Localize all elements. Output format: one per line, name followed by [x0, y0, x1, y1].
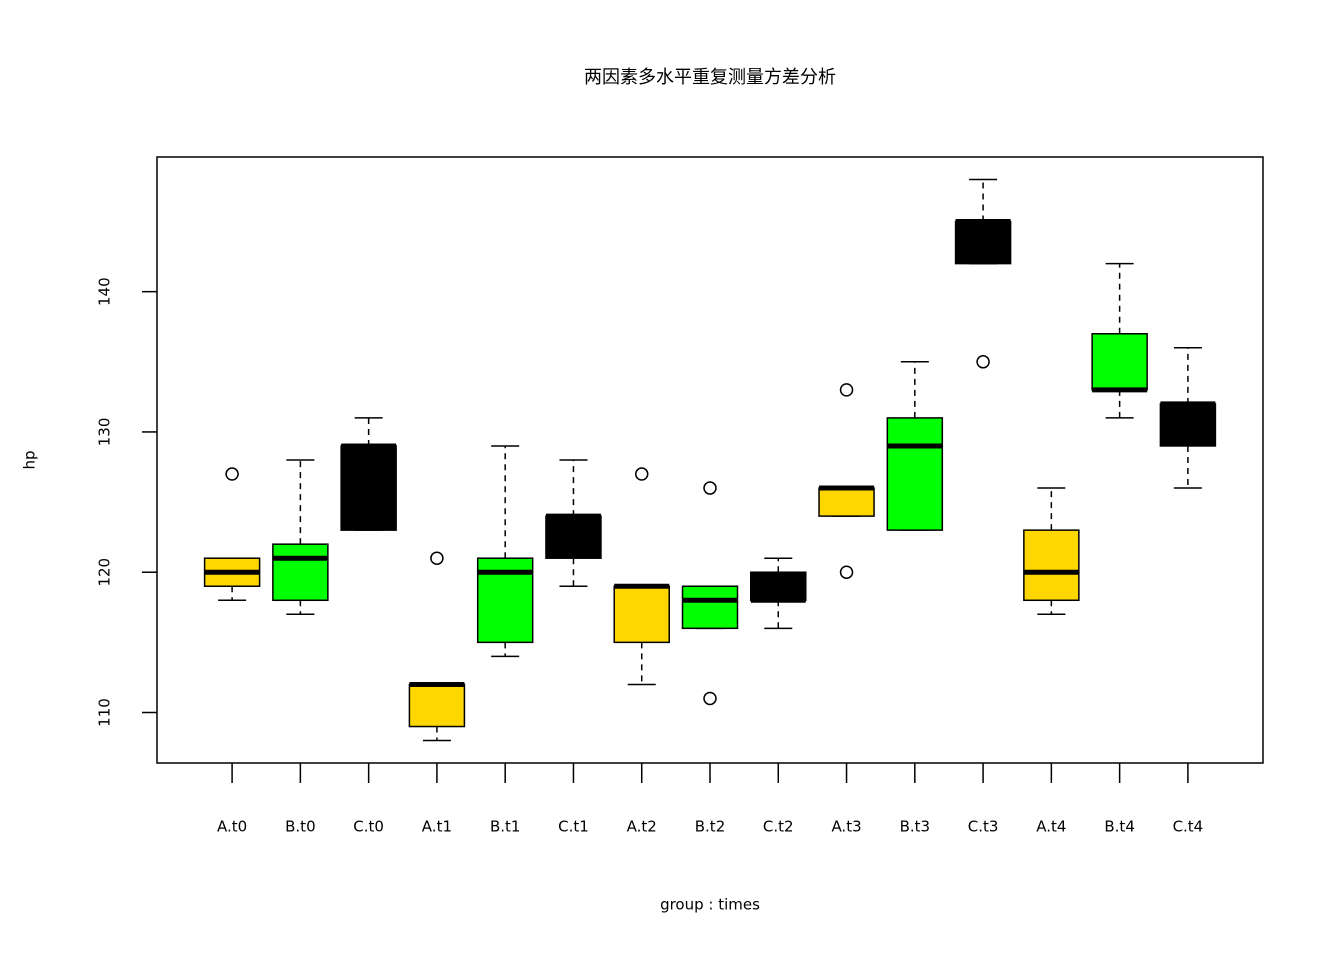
x-tick-label: A.t1	[422, 818, 452, 836]
outlier	[634, 467, 649, 481]
y-axis-label: hp	[21, 450, 39, 469]
y-tick-label: 110	[96, 698, 114, 727]
x-tick-label: A.t3	[831, 818, 861, 836]
outlier	[703, 481, 717, 495]
x-tick-label: A.t0	[217, 818, 247, 836]
box	[954, 220, 1012, 265]
outlier	[703, 691, 717, 706]
box	[886, 417, 944, 531]
box	[340, 445, 397, 531]
chart-title: 两因素多水平重复测量方差分析	[584, 67, 836, 88]
box	[545, 515, 602, 559]
box	[613, 585, 670, 644]
box	[818, 487, 875, 517]
x-axis-label: group : times	[660, 896, 760, 914]
y-tick-label: 140	[96, 277, 114, 306]
outlier	[976, 355, 990, 369]
box	[750, 571, 807, 602]
x-tick-label: B.t3	[900, 818, 930, 836]
x-tick-label: C.t2	[763, 818, 794, 836]
x-tick-label: B.t1	[490, 818, 520, 836]
x-tick-label: C.t1	[558, 818, 589, 836]
x-tick-label: C.t3	[968, 818, 999, 836]
plot-frame	[156, 156, 1264, 764]
box	[681, 585, 739, 630]
box	[408, 683, 466, 728]
x-tick-label: A.t4	[1036, 818, 1066, 836]
y-tick-label: 130	[96, 418, 114, 447]
box	[1159, 403, 1217, 447]
outlier	[430, 551, 444, 565]
box	[1091, 333, 1148, 391]
x-tick-label: A.t2	[627, 818, 657, 836]
box	[1023, 529, 1080, 602]
x-tick-label: C.t0	[353, 818, 384, 836]
outlier	[225, 467, 239, 481]
x-tick-label: B.t0	[285, 818, 315, 836]
x-tick-label: C.t4	[1173, 818, 1204, 836]
x-tick-label: B.t4	[1104, 818, 1134, 836]
box	[272, 543, 329, 602]
x-tick-label: B.t2	[695, 818, 725, 836]
outlier	[839, 565, 854, 579]
y-tick-label: 120	[96, 558, 114, 587]
outlier	[839, 383, 854, 397]
